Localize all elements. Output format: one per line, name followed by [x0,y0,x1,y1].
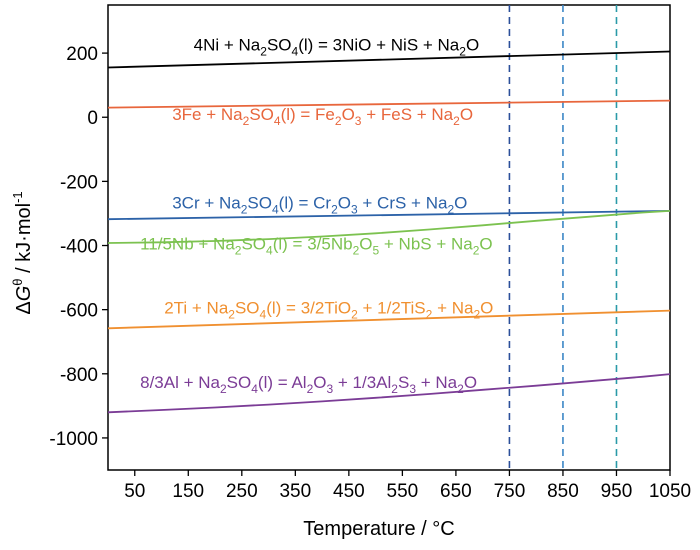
y-axis-title-sup: θ [10,278,25,285]
y-tick-label-7: -1000 [49,429,98,450]
x-axis-title: Temperature / °C [303,518,454,540]
y-axis-title-exp: -1 [10,191,25,203]
series-label-6: 8/3Al + Na2SO4(l) = Al2O3 + 1/3Al2S3 + N… [140,373,477,396]
x-tick-label-2: 150 [172,481,204,502]
x-tick-label-5: 450 [333,481,365,502]
axes: 50 150 250 350 450 550 650 750 850 950 1050 200 0 -20… [49,44,691,502]
series-label-4: 11/5Nb + Na2SO4(l) = 3/5Nb2O5 + NbS + Na… [140,234,493,257]
x-tick-label-10: 950 [601,481,633,502]
y-axis-title-g: G [13,286,35,302]
series-line-2 [107,99,671,109]
x-tick-label-7: 650 [440,481,472,502]
plot-area [107,4,671,471]
series-label-5: 2Ti + Na2SO4(l) = 3/2TiO2 + 1/2TiS2 + Na… [164,299,493,322]
x-tick-label-1: 50 [124,481,145,502]
x-axis-title-text: Temperature / [303,518,432,540]
y-tick-label-5: -600 [60,301,98,322]
plot-frame [107,4,671,471]
y-tick-label-6: -800 [60,365,98,386]
y-tick-label-4: -400 [60,237,98,258]
series-labels: 4Ni + Na2SO4(l) = 3NiO + NiS + Na2O 3Fe +… [140,36,493,397]
x-axis-title-unit: °C [432,518,454,540]
series-line-5 [107,309,671,330]
x-tick-label-11: 1050 [649,481,691,502]
y-tick-label-2: 0 [87,108,98,129]
series-line-3 [107,210,671,221]
series-line-1 [107,50,671,69]
y-axis-title-delta: Δ [13,301,35,314]
y-axis-title-unit: / kJ·mol [13,203,35,279]
x-tick-label-4: 350 [279,481,311,502]
series-line-4 [107,210,671,244]
series-label-1: 4Ni + Na2SO4(l) = 3NiO + NiS + Na2O [194,36,480,59]
series-label-2: 3Fe + Na2SO4(l) = Fe2O3 + FeS + Na2O [172,105,473,128]
series-lines [107,50,671,414]
series-label-3: 3Cr + Na2SO4(l) = Cr2O3 + CrS + Na2O [172,194,467,217]
x-tick-label-8: 750 [494,481,526,502]
y-tick-label-3: -200 [60,172,98,193]
x-tick-label-6: 550 [387,481,419,502]
reference-lines [508,5,618,470]
y-axis-title: ΔGθ / kJ·mol-1 [10,191,35,314]
series-line-6 [107,373,671,414]
y-tick-label-1: 200 [66,44,98,65]
x-tick-label-9: 850 [547,481,579,502]
x-tick-label-3: 250 [226,481,258,502]
